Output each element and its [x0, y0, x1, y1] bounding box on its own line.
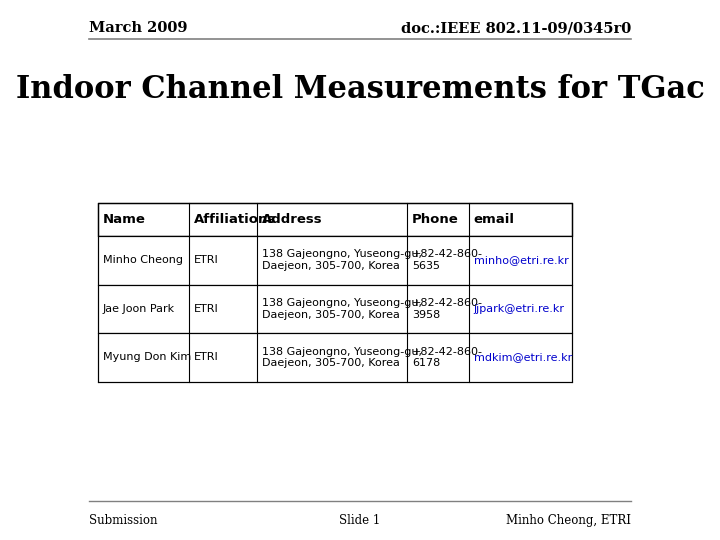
- Text: Minho Cheong: Minho Cheong: [102, 255, 183, 265]
- Text: ETRI: ETRI: [194, 353, 219, 362]
- Text: ETRI: ETRI: [194, 255, 219, 265]
- FancyBboxPatch shape: [98, 236, 572, 285]
- Text: 138 Gajeongno, Yuseong-gu,
Daejeon, 305-700, Korea: 138 Gajeongno, Yuseong-gu, Daejeon, 305-…: [261, 249, 422, 271]
- Text: doc.:IEEE 802.11-09/0345r0: doc.:IEEE 802.11-09/0345r0: [401, 21, 631, 35]
- Text: Slide 1: Slide 1: [339, 514, 381, 527]
- Text: Myung Don Kim: Myung Don Kim: [102, 353, 191, 362]
- Text: Name: Name: [102, 213, 145, 226]
- FancyBboxPatch shape: [98, 333, 572, 382]
- Text: mdkim@etri.re.kr: mdkim@etri.re.kr: [474, 353, 572, 362]
- FancyBboxPatch shape: [98, 202, 572, 236]
- Text: Address: Address: [261, 213, 323, 226]
- Text: +82-42-860-
5635: +82-42-860- 5635: [412, 249, 483, 271]
- Text: email: email: [474, 213, 515, 226]
- Text: Jae Joon Park: Jae Joon Park: [102, 304, 175, 314]
- Text: Phone: Phone: [412, 213, 459, 226]
- Text: March 2009: March 2009: [89, 21, 187, 35]
- Text: 138 Gajeongno, Yuseong-gu,
Daejeon, 305-700, Korea: 138 Gajeongno, Yuseong-gu, Daejeon, 305-…: [261, 347, 422, 368]
- Text: jjpark@etri.re.kr: jjpark@etri.re.kr: [474, 304, 564, 314]
- Text: 138 Gajeongno, Yuseong-gu,
Daejeon, 305-700, Korea: 138 Gajeongno, Yuseong-gu, Daejeon, 305-…: [261, 298, 422, 320]
- Text: +82-42-860-
3958: +82-42-860- 3958: [412, 298, 483, 320]
- Text: Affiliations: Affiliations: [194, 213, 276, 226]
- Text: Minho Cheong, ETRI: Minho Cheong, ETRI: [506, 514, 631, 527]
- Text: +82-42-860-
6178: +82-42-860- 6178: [412, 347, 483, 368]
- Text: ETRI: ETRI: [194, 304, 219, 314]
- Text: Submission: Submission: [89, 514, 158, 527]
- FancyBboxPatch shape: [98, 285, 572, 333]
- Text: minho@etri.re.kr: minho@etri.re.kr: [474, 255, 569, 265]
- Text: Indoor Channel Measurements for TGac: Indoor Channel Measurements for TGac: [16, 73, 704, 105]
